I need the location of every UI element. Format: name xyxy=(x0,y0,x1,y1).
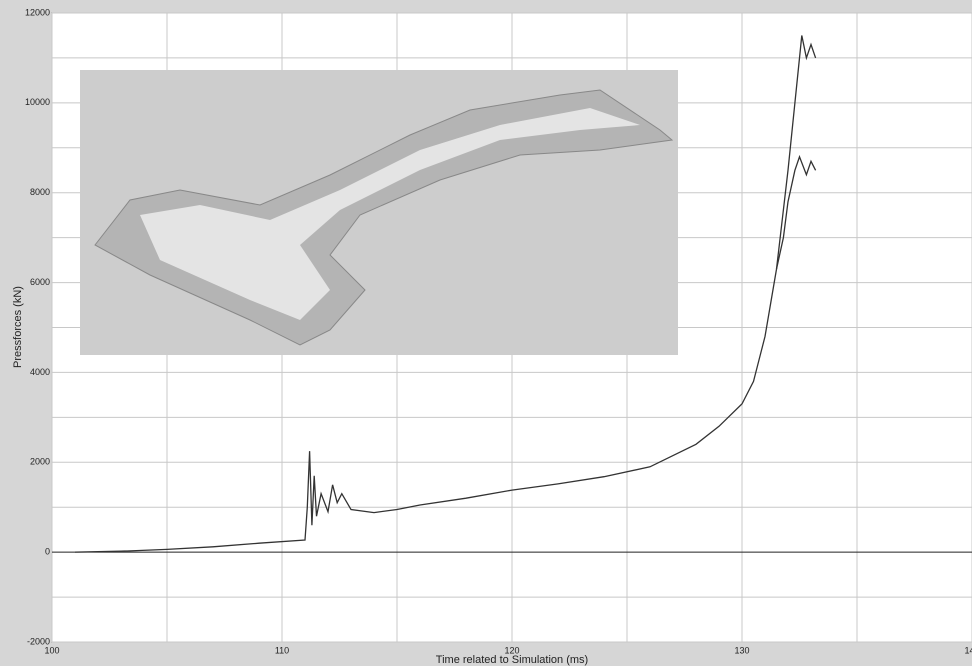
y-tick-label: -2000 xyxy=(27,636,50,646)
x-axis-title: Time related to Simulation (ms) xyxy=(436,654,588,666)
x-tick-label: 100 xyxy=(44,645,59,655)
y-tick-label: 2000 xyxy=(30,457,50,467)
x-tick-label: 140 xyxy=(964,645,972,655)
y-tick-label: 0 xyxy=(45,547,50,557)
y-tick-label: 10000 xyxy=(25,97,50,107)
x-tick-label: 130 xyxy=(734,645,749,655)
y-tick-label: 4000 xyxy=(30,367,50,377)
y-tick-label: 6000 xyxy=(30,277,50,287)
y-tick-label: 12000 xyxy=(25,7,50,17)
x-tick-label: 110 xyxy=(275,645,289,655)
chart: Time related to Simulation (ms) Pressfor… xyxy=(0,0,972,666)
y-axis-title: Pressforces (kN) xyxy=(12,286,24,368)
y-tick-label: 8000 xyxy=(30,187,50,197)
x-tick-label: 120 xyxy=(504,645,519,655)
inset-image xyxy=(80,70,678,355)
